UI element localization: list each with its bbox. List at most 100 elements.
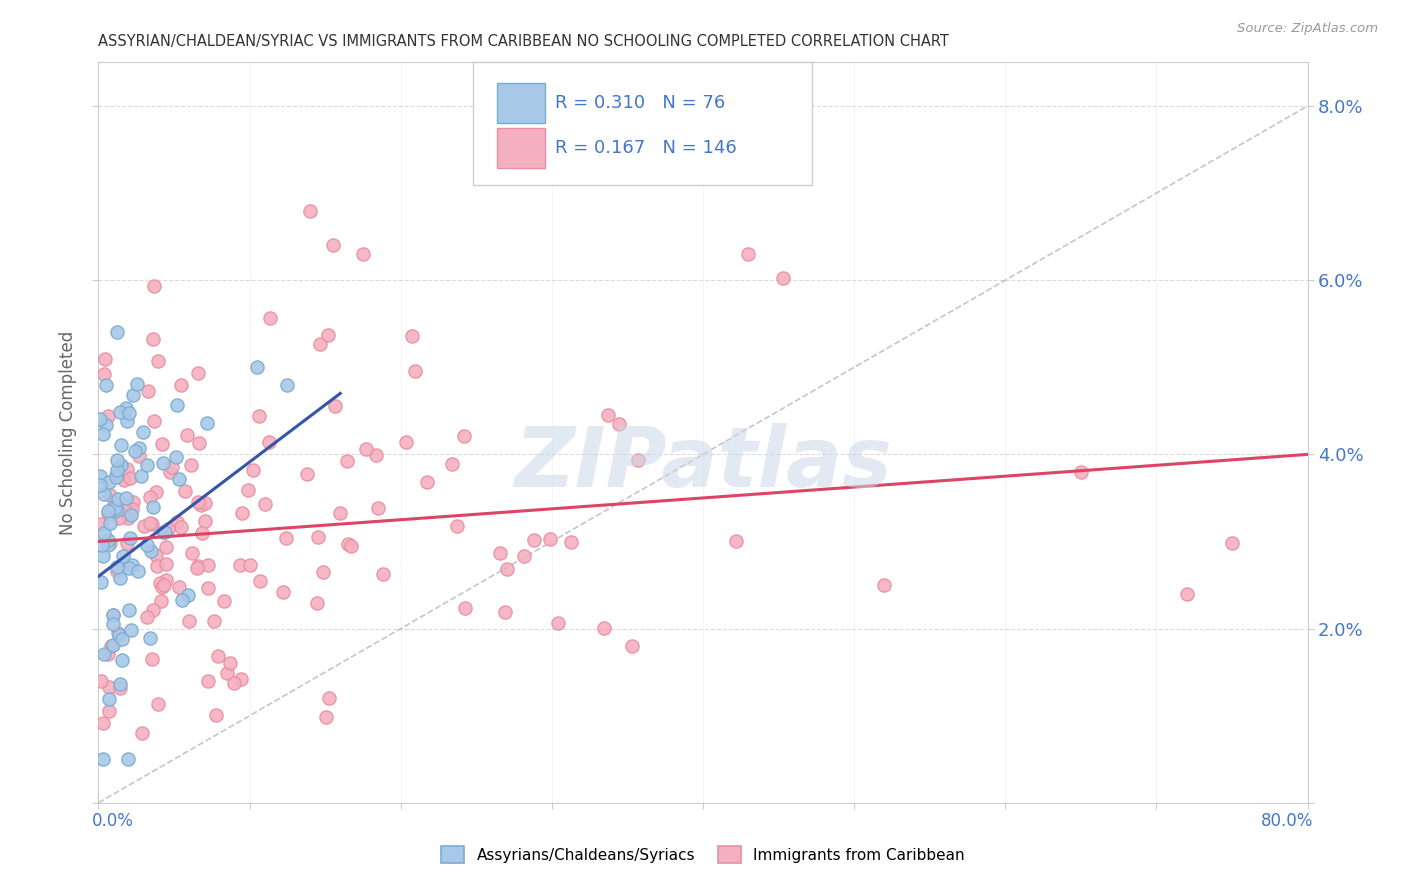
Point xyxy=(142,500,165,515)
Point xyxy=(187,367,209,381)
Point xyxy=(218,657,240,671)
Point xyxy=(122,388,145,402)
Point xyxy=(401,329,423,343)
Point xyxy=(131,726,153,740)
Point xyxy=(253,498,276,512)
Point xyxy=(135,458,157,473)
Point xyxy=(90,516,112,531)
Point xyxy=(395,434,418,449)
FancyBboxPatch shape xyxy=(498,128,544,168)
Text: ZIPatlas: ZIPatlas xyxy=(515,424,891,504)
Point xyxy=(257,434,280,449)
Point xyxy=(607,417,630,432)
Point xyxy=(307,530,329,544)
Point xyxy=(114,503,136,517)
Point xyxy=(202,614,225,628)
Text: R = 0.167   N = 146: R = 0.167 N = 146 xyxy=(555,138,737,157)
Point xyxy=(121,502,143,516)
Point xyxy=(100,536,122,550)
Point xyxy=(152,456,174,470)
Point xyxy=(108,677,131,691)
Point xyxy=(315,710,337,724)
Point xyxy=(309,337,332,351)
Point xyxy=(446,519,468,533)
Point xyxy=(231,506,253,520)
Point xyxy=(274,531,297,545)
Point xyxy=(139,631,162,645)
Point xyxy=(231,673,253,687)
Point xyxy=(318,327,340,342)
Point xyxy=(170,520,193,534)
Point xyxy=(115,461,138,475)
Point xyxy=(246,360,269,375)
Point xyxy=(188,436,211,450)
Point xyxy=(494,605,516,619)
Point xyxy=(186,561,208,575)
Point xyxy=(111,653,134,667)
Point xyxy=(141,652,163,666)
Point xyxy=(547,615,569,630)
Point xyxy=(318,690,340,705)
Point xyxy=(596,409,619,423)
Point xyxy=(91,752,114,766)
Point xyxy=(124,443,146,458)
Point xyxy=(259,311,281,326)
Point xyxy=(127,565,149,579)
Point xyxy=(239,558,262,572)
Point xyxy=(177,614,200,628)
Point xyxy=(453,428,475,442)
Point xyxy=(105,560,128,574)
FancyBboxPatch shape xyxy=(498,83,544,123)
Point xyxy=(195,416,218,430)
Point xyxy=(322,238,344,252)
Point xyxy=(169,377,191,392)
Point xyxy=(121,558,143,573)
Point xyxy=(125,376,148,391)
Point xyxy=(120,471,142,485)
Point xyxy=(128,441,150,455)
Point xyxy=(132,425,155,439)
Point xyxy=(160,460,183,475)
Point xyxy=(89,469,111,483)
Point xyxy=(354,442,377,457)
Point xyxy=(329,506,352,520)
Point xyxy=(115,414,138,428)
Point xyxy=(93,525,115,540)
Point xyxy=(146,559,169,574)
Point xyxy=(91,426,114,441)
Point xyxy=(110,632,132,646)
Point xyxy=(538,532,561,546)
Point xyxy=(523,533,546,548)
Point xyxy=(98,488,121,502)
Point xyxy=(90,574,112,589)
Point xyxy=(495,562,517,576)
Point xyxy=(371,567,394,582)
Point xyxy=(142,278,165,293)
Point xyxy=(139,516,162,530)
Point xyxy=(724,533,747,548)
Text: Source: ZipAtlas.com: Source: ZipAtlas.com xyxy=(1237,22,1378,36)
Text: R = 0.310   N = 76: R = 0.310 N = 76 xyxy=(555,95,725,112)
Point xyxy=(104,500,127,515)
Point xyxy=(1175,587,1198,601)
Point xyxy=(115,491,138,506)
Point xyxy=(249,409,271,423)
Point xyxy=(91,549,114,564)
Point xyxy=(110,437,132,451)
Point xyxy=(120,623,142,637)
Point xyxy=(187,559,209,574)
Point xyxy=(142,414,165,428)
Point xyxy=(93,715,115,730)
Point xyxy=(190,498,212,512)
Point xyxy=(236,483,259,498)
Text: 80.0%: 80.0% xyxy=(1261,813,1313,830)
Point xyxy=(155,558,177,572)
Point xyxy=(339,540,361,554)
Point xyxy=(89,477,111,491)
Point xyxy=(205,707,228,722)
Point xyxy=(166,515,188,529)
Point xyxy=(169,472,191,486)
Point xyxy=(772,270,794,285)
Point xyxy=(155,540,177,554)
Point xyxy=(97,506,120,520)
